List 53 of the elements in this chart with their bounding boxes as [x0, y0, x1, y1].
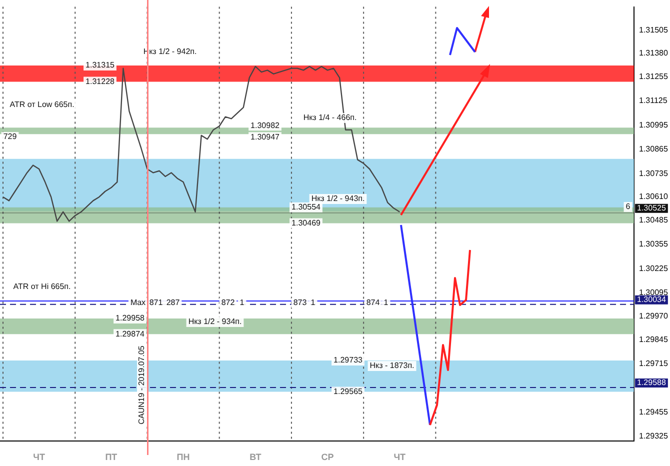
ref-line-label: 1.29588 [637, 378, 666, 388]
x-tick-label: ПН [176, 452, 190, 462]
annotation: ATR от Hi 665п. [13, 282, 71, 292]
annotation: 1 [384, 298, 389, 308]
annotation: Нкз 1/4 - 466п. [303, 113, 357, 122]
ref-line-label: 1.30034 [637, 295, 666, 304]
annotation: 1.31315 [86, 60, 116, 70]
y-tick-label: 1.31125 [639, 96, 668, 106]
annotation: 1.30947 [250, 132, 280, 142]
annotation: 1.30554 [292, 202, 322, 212]
y-tick-label: 1.29845 [639, 334, 668, 344]
annotation: 871 [149, 298, 164, 308]
y-tick-label: 1.30485 [639, 215, 668, 224]
annotation: 729 [3, 132, 18, 142]
y-tick-label: 1.30735 [639, 168, 668, 178]
annotation: 1 [240, 298, 245, 308]
y-tick-label: 1.29455 [639, 408, 668, 417]
annotation: CAUN19 - 2019.07.05 [137, 345, 146, 424]
annotation: 1.29565 [334, 386, 364, 396]
y-tick-label: 1.30995 [639, 120, 668, 130]
annotation: Max [130, 298, 146, 308]
x-tick-label: СР [321, 452, 334, 462]
annotation: Нкз 1/2 - 943п. [311, 194, 365, 204]
x-tick-label: ПТ [105, 452, 118, 462]
text: 6 [626, 202, 631, 212]
y-tick-label: 1.29970 [639, 311, 668, 320]
y-tick-label: 1.31505 [639, 25, 668, 34]
annotation: 1.30982 [250, 120, 280, 130]
annotation: 1.31228 [86, 76, 116, 86]
annotation: 1.29733 [334, 356, 364, 365]
y-tick-label: 1.30095 [639, 288, 668, 298]
annotation: 874 [366, 298, 380, 308]
annotation: ATR от Low 665п. [10, 100, 74, 110]
x-tick-label: ВТ [250, 452, 262, 462]
x-tick-label: ЧТ [394, 452, 406, 462]
annotation: 1.30469 [292, 218, 322, 228]
ref-line-label: 1.30525 [637, 204, 666, 213]
y-tick-label: 1.30355 [639, 240, 668, 249]
y-tick-label: 1.30225 [639, 264, 668, 273]
y-tick-label: 1.31255 [639, 72, 668, 81]
y-tick-label: 1.31380 [639, 48, 668, 58]
annotation: 872 [221, 298, 236, 308]
annotation: 287 [166, 298, 180, 308]
x-tick-label: ЧТ [33, 452, 46, 462]
y-tick-label: 1.30865 [639, 144, 668, 154]
annotation: 1 [310, 298, 316, 308]
y-tick-label: 1.29715 [639, 359, 668, 368]
annotation: 1.29874 [116, 329, 146, 338]
annotation: 1.29958 [116, 314, 146, 323]
annotation: 873 [293, 298, 308, 308]
y-tick-label: 1.29325 [639, 432, 668, 441]
annotation: Нкз 1/2 - 934п. [188, 317, 242, 326]
y-tick-label: 1.30610 [639, 192, 668, 202]
